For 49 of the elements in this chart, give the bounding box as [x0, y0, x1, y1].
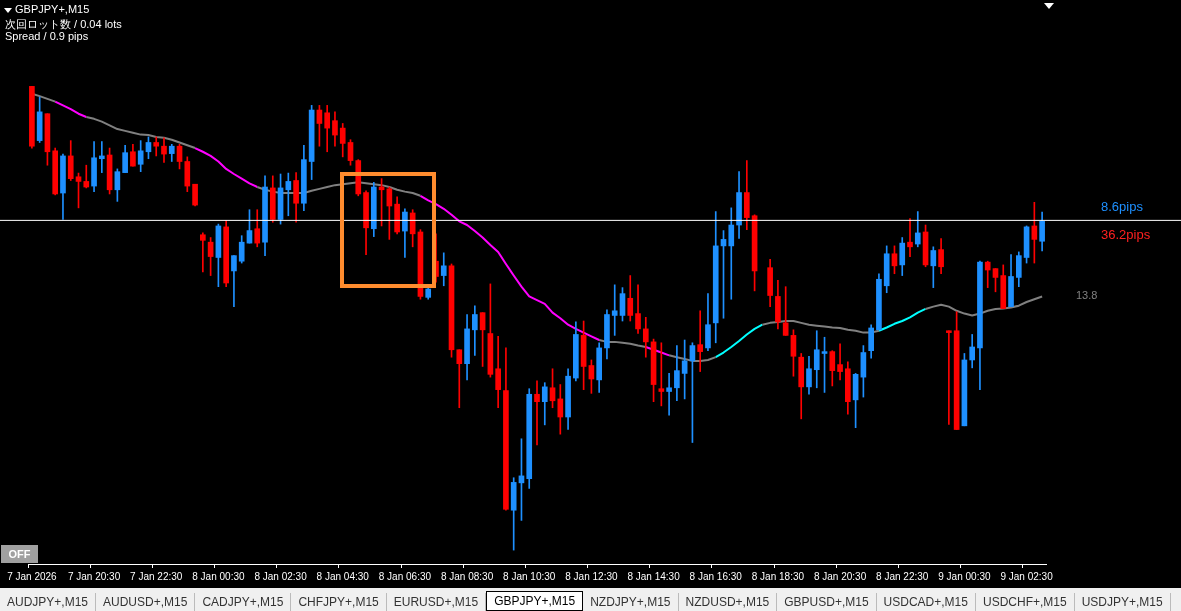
text: AUDUSD+,M15: [96, 593, 196, 611]
x-tick-label: 8 Jan 06:30: [378, 570, 432, 582]
annotation: OFF: [1, 545, 38, 563]
text: 8.6pips: [1101, 198, 1144, 214]
text: CADJPY+,M15: [195, 593, 292, 611]
candlestick: [697, 310, 704, 372]
text: NZDJPY+,M15: [583, 593, 679, 611]
x-tick-label: 8 Jan 22:30: [876, 570, 929, 582]
x-tick-label: 7 Jan 20:30: [67, 570, 121, 582]
text: AUDJPY+,M15: [0, 593, 97, 611]
x-tick-label: 7 Jan 2026: [7, 570, 58, 582]
text: USDCAD+,M15: [876, 593, 976, 611]
candlestick: [907, 218, 913, 257]
candlestick: [666, 373, 672, 416]
text: 13.8: [1076, 289, 1098, 302]
text: 36.2pips: [1101, 226, 1151, 242]
candlestick: [285, 172, 292, 217]
candlestick: [782, 286, 789, 336]
x-tick-label: 8 Jan 18:30: [751, 570, 805, 582]
x-tick-label: 8 Jan 04:30: [316, 570, 370, 582]
x-tick-label: 9 Jan 02:30: [1000, 570, 1054, 582]
candlestick: [728, 207, 735, 300]
text: GBPJPY+,M15: [486, 591, 584, 611]
text: CHFJPY+,M15: [291, 593, 387, 611]
text: GBPUSD+,M15: [777, 593, 877, 611]
x-tick-label: 8 Jan 16:30: [689, 570, 743, 582]
text: Spread / 0.9 pips: [5, 30, 89, 42]
candlestick: [946, 330, 952, 425]
candlestick: [611, 284, 618, 336]
text: USDCHF+,M15: [975, 593, 1075, 611]
text: EURUSD+,M15: [386, 593, 487, 611]
candlestick: [837, 343, 843, 381]
x-tick-label: 8 Jan 12:30: [565, 570, 618, 582]
x-tick-label: 7 Jan 22:30: [130, 570, 183, 582]
x-tick-label: 8 Jan 02:30: [254, 570, 308, 582]
text: 次回ロット数 / 0.04 lots: [5, 17, 122, 32]
chart-title: GBPJPY+,M15: [15, 3, 90, 15]
x-tick-label: 8 Jan 10:30: [503, 570, 556, 582]
x-tick-label: 8 Jan 14:30: [627, 570, 681, 582]
candlestick: [456, 349, 463, 409]
x-tick-label: 8 Jan 20:30: [813, 570, 867, 582]
x-tick-label: 8 Jan 08:30: [440, 570, 494, 582]
x-tick-label: 9 Jan 00:30: [938, 570, 991, 582]
candlestick: [200, 232, 206, 273]
text: NZDUSD+,M15: [678, 593, 778, 611]
text: USDJPY+,M15: [1074, 593, 1171, 611]
candlestick: [98, 141, 105, 173]
candlestick: [534, 380, 540, 446]
x-tick-label: 8 Jan 00:30: [192, 570, 245, 582]
